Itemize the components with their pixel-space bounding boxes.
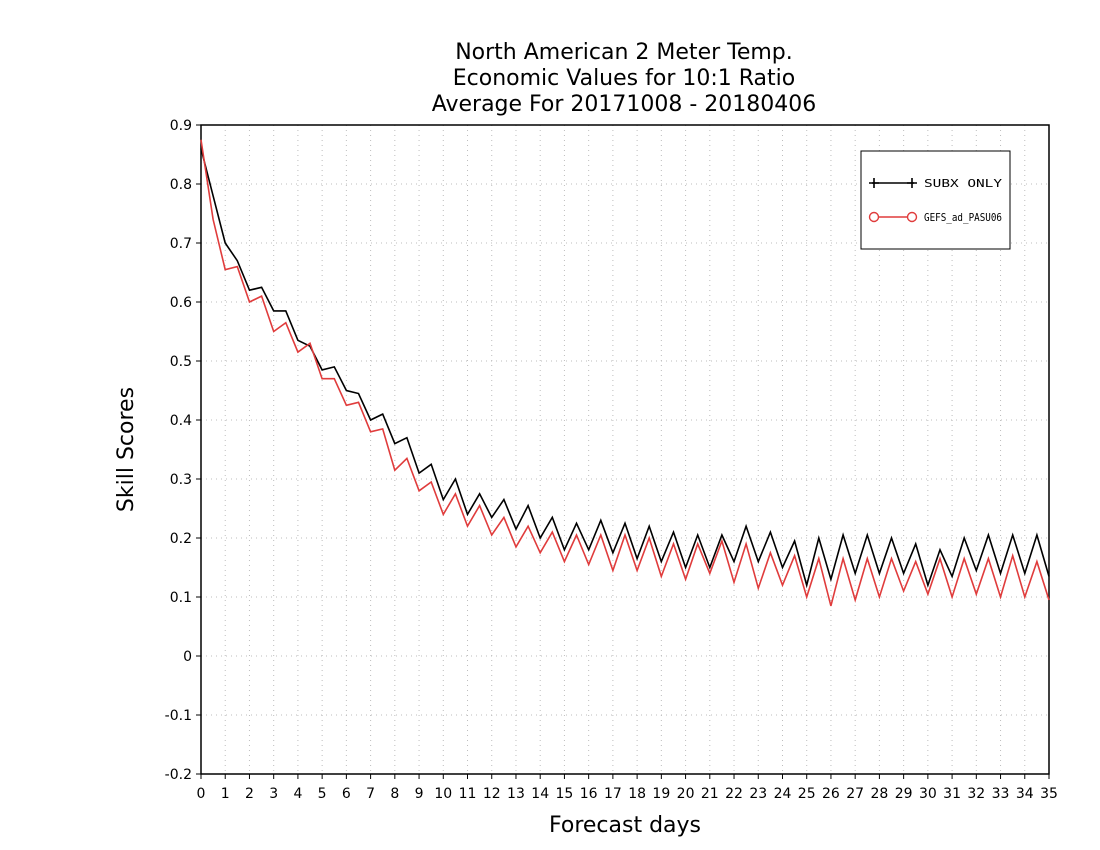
- legend: SUBX ONLY GEFS_ad_PASU06: [860, 150, 1011, 250]
- x-tick-label: 10: [434, 786, 452, 802]
- x-tick-label: 28: [870, 786, 888, 802]
- x-tick-label: 20: [677, 786, 695, 802]
- x-tick-label: 9: [415, 786, 424, 802]
- x-tick-label: 4: [293, 786, 302, 802]
- x-tick-label: 11: [459, 786, 477, 802]
- y-tick-label: 0.7: [170, 236, 192, 252]
- x-tick-label: 3: [269, 786, 278, 802]
- y-tick-label: 0.3: [170, 472, 192, 488]
- legend-marker-plus: [907, 178, 917, 188]
- y-tick-label: 0.5: [170, 354, 192, 370]
- x-tick-label: 8: [390, 786, 399, 802]
- y-axis-title: Skill Scores: [114, 387, 139, 512]
- x-tick-label: 18: [628, 786, 646, 802]
- series-line-0: [200, 148, 1050, 589]
- x-tick-label: 25: [798, 786, 816, 802]
- x-tick-label: 34: [1016, 786, 1034, 802]
- x-tick-label: 15: [556, 786, 574, 802]
- x-axis-title: Forecast days: [549, 813, 701, 838]
- series-line-1: [200, 139, 1050, 607]
- chart-title-line: Economic Values for 10:1 Ratio: [453, 66, 795, 91]
- x-tick-label: 5: [318, 786, 327, 802]
- x-tick-label: 26: [822, 786, 840, 802]
- chart-title-line: North American 2 Meter Temp.: [455, 40, 793, 65]
- grid: [201, 125, 1049, 774]
- x-tick-label: 7: [366, 786, 375, 802]
- x-tick-label: 14: [531, 786, 549, 802]
- x-tick-label: 6: [342, 786, 351, 802]
- y-tick-label: 0: [183, 649, 192, 665]
- x-tick-label: 0: [197, 786, 206, 802]
- legend-label: SUBX ONLY: [924, 177, 1002, 190]
- y-tick-label: 0.9: [170, 118, 192, 134]
- x-tick-label: 13: [507, 786, 525, 802]
- x-tick-label: 1: [221, 786, 230, 802]
- y-axis: -0.2 -0.1 0 0.1 0.2 0.3 0.4 0.5 0.6 0.7 0.8 0.9: [165, 118, 201, 783]
- plot-frame: [200, 124, 1050, 775]
- x-axis: 0 1 2 3 4 5 6 7 8 9 10 11 12 13 14 15 16 17 18 19 20 21 22 23 24…: [197, 774, 1058, 802]
- legend-marker-plus: [869, 178, 879, 188]
- x-tick-label: 17: [604, 786, 622, 802]
- x-tick-label: 33: [992, 786, 1010, 802]
- chart-title: North American 2 Meter Temp.Economic Val…: [432, 40, 817, 117]
- x-tick-label: 24: [774, 786, 792, 802]
- y-tick-label: 0.8: [170, 177, 192, 193]
- x-tick-label: 32: [967, 786, 985, 802]
- x-tick-label: 19: [652, 786, 670, 802]
- x-tick-label: 12: [483, 786, 501, 802]
- legend-label: GEFS_ad_PASU06: [924, 211, 1002, 224]
- y-tick-label: 0.6: [170, 295, 192, 311]
- y-tick-label: -0.1: [165, 708, 192, 724]
- y-tick-label: 0.1: [170, 590, 192, 606]
- y-tick-label: -0.2: [165, 767, 192, 783]
- x-tick-label: 35: [1040, 786, 1058, 802]
- legend-box: [860, 150, 1011, 250]
- x-tick-label: 21: [701, 786, 719, 802]
- x-tick-label: 27: [846, 786, 864, 802]
- legend-marker-circle: [906, 211, 918, 223]
- y-tick-label: 0.4: [170, 413, 192, 429]
- x-tick-label: 29: [895, 786, 913, 802]
- x-tick-label: 30: [919, 786, 937, 802]
- chart-title-line: Average For 20171008 - 20180406: [432, 92, 817, 117]
- x-tick-label: 16: [580, 786, 598, 802]
- x-tick-label: 23: [749, 786, 767, 802]
- x-tick-label: 31: [943, 786, 961, 802]
- legend-marker-circle: [868, 211, 880, 223]
- x-tick-label: 22: [725, 786, 743, 802]
- y-tick-label: 0.2: [170, 531, 192, 547]
- series: [200, 139, 1050, 607]
- x-tick-label: 2: [245, 786, 254, 802]
